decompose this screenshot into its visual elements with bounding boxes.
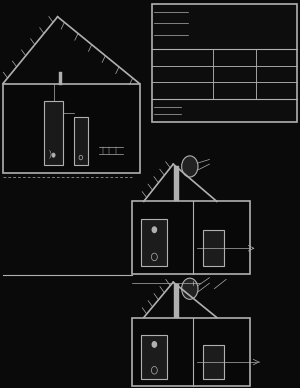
Circle shape <box>152 342 157 347</box>
Bar <box>174 166 179 201</box>
Bar <box>202 230 224 266</box>
Bar <box>141 334 167 379</box>
Bar <box>141 220 167 266</box>
Bar <box>152 4 297 122</box>
Circle shape <box>182 156 198 177</box>
Bar <box>74 117 88 165</box>
Bar <box>44 101 63 165</box>
Bar <box>174 284 179 317</box>
Bar <box>132 201 250 274</box>
Bar <box>59 73 62 85</box>
Circle shape <box>152 227 157 232</box>
Circle shape <box>182 278 198 299</box>
Bar <box>3 83 140 173</box>
Bar <box>132 317 250 386</box>
Circle shape <box>52 153 55 157</box>
Bar <box>202 345 224 379</box>
